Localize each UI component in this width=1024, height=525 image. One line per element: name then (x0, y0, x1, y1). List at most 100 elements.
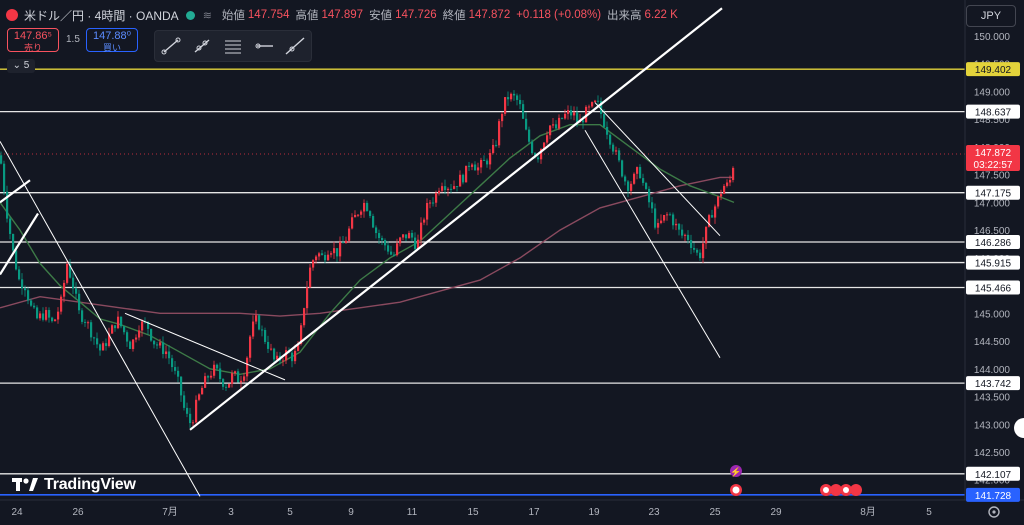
candle-body (240, 380, 243, 383)
candle-body (99, 344, 102, 351)
candle-body (615, 150, 618, 152)
time-tick-label: 29 (770, 507, 782, 518)
price-tick-label: 146.500 (974, 226, 1011, 237)
candle-body (504, 97, 507, 114)
candle-body (540, 148, 543, 160)
fib-tool-icon[interactable] (222, 35, 244, 57)
candle-body (519, 99, 522, 105)
candle-body (594, 100, 597, 103)
extended-line-tool-icon[interactable] (284, 35, 306, 57)
candle-body (348, 228, 351, 241)
chevron-down-icon: ⌄ (12, 60, 22, 71)
horizontal-ray-tool-icon[interactable] (253, 35, 275, 57)
candle-body (177, 370, 180, 377)
candle-body (693, 247, 696, 250)
candle-body (633, 173, 636, 184)
time-tick-label: 11 (407, 507, 418, 518)
candle-body (618, 150, 621, 161)
us-flag-event-icon-3[interactable] (830, 484, 842, 496)
high-label: 高値 (295, 10, 319, 22)
candle-body (711, 215, 714, 218)
time-tick-label: 7月 (162, 506, 178, 518)
candle-body (666, 214, 669, 216)
sell-button[interactable]: 147.86⁵ 売り (7, 28, 59, 53)
high-value: 147.897 (321, 9, 364, 21)
candle-body (393, 254, 396, 256)
candle-body (699, 252, 702, 259)
candle-body (396, 243, 399, 256)
time-tick-label: 24 (11, 507, 23, 518)
time-axis[interactable]: 24 26 7月 3 5 9 11 15 17 19 23 25 29 8月 5 (11, 506, 932, 518)
candle-body (39, 313, 42, 319)
currency-selector[interactable]: JPY (966, 5, 1016, 27)
trendline (0, 179, 31, 204)
level-price-tag (966, 487, 1020, 502)
candle-body (399, 237, 402, 244)
us-flag-event-icon-5[interactable] (850, 484, 862, 496)
candle-body (60, 296, 63, 312)
candle-body (330, 253, 333, 255)
time-tick-label: 3 (228, 507, 234, 518)
candle-body (732, 167, 735, 180)
candle-body (600, 101, 603, 115)
candle-body (726, 182, 729, 186)
candle-body (387, 245, 390, 252)
tradingview-logo[interactable]: TradingView (12, 475, 136, 495)
candle-body (426, 202, 429, 220)
trendline-tool-icon[interactable] (160, 35, 182, 57)
candle-body (93, 337, 96, 339)
candle-body (306, 287, 309, 309)
candle-body (18, 269, 21, 280)
candle-body (84, 321, 87, 323)
candle-body (522, 104, 525, 119)
candle-body (624, 176, 627, 182)
candle-body (246, 357, 249, 377)
price-tick-label: 142.000 (974, 476, 1011, 487)
candle-body (78, 293, 81, 311)
candle-body (162, 342, 165, 355)
open-value: 147.754 (247, 9, 290, 21)
candle-body (249, 336, 252, 358)
candle-body (453, 186, 456, 189)
candle-body (576, 112, 579, 123)
candle-body (42, 313, 45, 320)
candle-countdown-label: 03:22:57 (974, 160, 1013, 171)
candle-body (384, 240, 387, 246)
level-price-label: 149.402 (975, 65, 1012, 76)
candle-body (627, 181, 630, 191)
candle-body (369, 211, 372, 216)
ray-tool-icon[interactable] (191, 35, 213, 57)
flash-event-icon[interactable] (730, 465, 742, 477)
candle-body (432, 202, 435, 204)
candle-body (243, 376, 246, 381)
candle-body (132, 339, 135, 349)
candle-body (558, 117, 561, 129)
candle-body (690, 240, 693, 248)
candle-body (135, 337, 138, 340)
current-price-label: 147.872 (975, 148, 1012, 159)
candle-body (411, 232, 414, 238)
trendline (0, 141, 201, 497)
candle-body (273, 348, 276, 360)
sell-label: 売り (23, 43, 42, 53)
candle-body (378, 233, 381, 239)
candle-body (117, 316, 120, 329)
buy-button[interactable]: 147.88⁰ 買い (86, 28, 138, 53)
candle-body (12, 233, 15, 251)
symbol-title[interactable]: 米ドル／円 · 4時間 · OANDA (24, 8, 179, 23)
level-price-label: 145.466 (975, 283, 1012, 294)
candle-body (237, 371, 240, 383)
candle-body (645, 182, 648, 189)
candle-body (462, 174, 465, 183)
candle-body (552, 124, 555, 126)
indicators-toggle-button[interactable]: ⌄ 5 (7, 59, 35, 73)
tradingview-logo-icon (12, 478, 38, 491)
candle-body (297, 344, 300, 351)
level-price-label: 148.637 (975, 108, 1012, 119)
candle-body (636, 167, 639, 174)
candle-body (351, 217, 354, 229)
scroll-handle-icon[interactable] (1014, 418, 1024, 438)
settings-gear-icon[interactable] (988, 506, 1000, 518)
event-icons[interactable]: ⚡ (730, 465, 862, 496)
